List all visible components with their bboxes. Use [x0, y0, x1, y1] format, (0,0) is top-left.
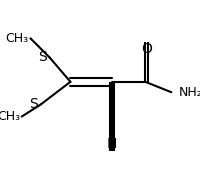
Text: CH₃: CH₃ — [6, 32, 29, 45]
Text: CH₃: CH₃ — [0, 110, 20, 123]
Text: S: S — [38, 50, 47, 64]
Text: NH₂: NH₂ — [178, 86, 200, 99]
Text: N: N — [107, 137, 117, 151]
Text: O: O — [141, 42, 152, 56]
Text: S: S — [29, 97, 38, 111]
